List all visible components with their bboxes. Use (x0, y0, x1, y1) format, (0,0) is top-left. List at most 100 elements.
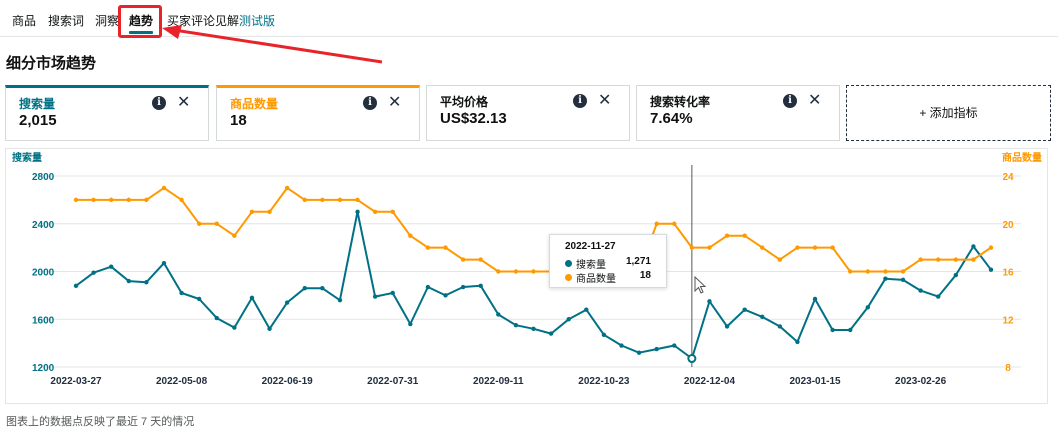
x-tick-label: 2022-03-27 (50, 376, 102, 387)
data-point (707, 245, 712, 250)
metric-card-product-count[interactable]: 商品数量 18 i ✕ (216, 85, 420, 141)
data-point (777, 257, 783, 262)
data-point (513, 269, 519, 274)
metric-card-average-price[interactable]: 平均价格 US$32.13 i ✕ (426, 85, 630, 141)
info-icon[interactable]: i (573, 94, 587, 108)
chart-tooltip: 2022-11-27 搜索量 1,271 商品数量 18 (549, 234, 667, 288)
tooltip-value: 1,271 (625, 256, 651, 267)
data-point (179, 197, 184, 203)
data-point (548, 331, 554, 336)
annotation-arrow (162, 25, 383, 64)
data-point (372, 209, 378, 215)
right-tick-label: 20 (1002, 220, 1014, 231)
add-metric-button[interactable]: + 添加指标 (846, 85, 1051, 141)
data-point (91, 270, 96, 275)
x-tick-label: 2023-02-26 (895, 376, 947, 387)
metric-label: 平均价格 (440, 95, 489, 109)
close-icon[interactable]: ✕ (598, 92, 612, 109)
data-point (73, 283, 79, 289)
data-point (196, 296, 202, 302)
info-icon[interactable]: i (363, 96, 377, 110)
data-point (179, 290, 184, 296)
data-point (214, 221, 219, 226)
data-point (531, 326, 536, 331)
close-icon[interactable]: ✕ (388, 94, 402, 111)
data-point (865, 305, 871, 310)
left-tick-label: 2400 (32, 220, 55, 231)
data-point (601, 332, 607, 337)
data-point (654, 346, 659, 352)
data-point (108, 264, 114, 269)
right-tick-label: 24 (1002, 172, 1014, 183)
metric-label: 商品数量 (230, 97, 279, 111)
close-icon[interactable]: ✕ (177, 94, 191, 111)
data-point (460, 284, 466, 290)
data-point (742, 307, 747, 312)
info-icon[interactable]: i (152, 96, 166, 110)
data-point (478, 283, 483, 289)
x-tick-label: 2023-01-15 (789, 376, 841, 387)
data-point (795, 245, 800, 250)
data-point (284, 185, 290, 191)
metric-card-search-conversion-rate[interactable]: 搜索转化率 7.64% i ✕ (636, 85, 840, 141)
left-axis-title: 搜索量 (12, 151, 42, 164)
data-point (408, 321, 413, 327)
right-tick-label: 16 (1002, 268, 1014, 279)
data-point (707, 299, 712, 304)
data-point (848, 327, 853, 333)
data-point (249, 295, 255, 300)
info-icon[interactable]: i (783, 94, 797, 108)
trend-chart: 1200 1600 2000 2400 2800 8 12 16 20 24 搜索量 商品数量 2022… (5, 148, 1048, 404)
data-point (196, 221, 202, 226)
data-point (267, 209, 272, 215)
data-point (971, 257, 976, 262)
data-point (267, 326, 272, 331)
data-point (513, 323, 519, 328)
tab-customer-review-insights[interactable]: 买家评论见解 (167, 14, 240, 28)
metric-label: 搜索量 (19, 97, 56, 111)
tab-products[interactable]: 商品 (12, 14, 37, 28)
data-point (777, 324, 783, 329)
tab-insights[interactable]: 洞察 (95, 14, 120, 28)
legend-dot (565, 260, 572, 267)
close-icon[interactable]: ✕ (808, 92, 822, 109)
left-tick-label: 2800 (32, 172, 55, 183)
data-point (953, 257, 959, 262)
data-point (654, 221, 659, 226)
left-tick-label: 1200 (32, 363, 55, 374)
data-point-hovered (687, 354, 697, 364)
tooltip-row-search: 搜索量 1,271 (565, 256, 661, 271)
metric-value: 7.64% (650, 110, 693, 127)
data-point (812, 296, 818, 302)
right-axis-title: 商品数量 (1002, 151, 1042, 164)
tab-trends[interactable]: 趋势 (129, 14, 154, 28)
mouse-pointer-icon (694, 276, 707, 294)
active-tab-indicator (129, 31, 153, 34)
data-point (724, 233, 730, 238)
data-point (425, 245, 431, 250)
data-point (971, 244, 976, 249)
data-point (232, 233, 237, 238)
page-title: 细分市场趋势 (6, 55, 97, 72)
data-point (460, 257, 466, 262)
data-point (742, 233, 747, 238)
metric-label: 搜索转化率 (650, 95, 711, 109)
data-point (390, 209, 395, 215)
data-point (161, 260, 167, 266)
data-point (478, 257, 483, 262)
data-point (496, 312, 501, 317)
data-point (408, 233, 413, 238)
data-point (865, 269, 871, 274)
data-point (249, 209, 255, 215)
data-point (232, 325, 237, 330)
chart-footnote: 图表上的数据点反映了最近 7 天的情况 (6, 416, 195, 428)
right-tick-label: 8 (1005, 363, 1011, 374)
data-point (144, 197, 149, 203)
metric-value: 18 (230, 112, 247, 129)
x-tick-label: 2022-12-04 (684, 376, 736, 387)
left-tick-label: 1600 (32, 315, 55, 326)
tab-search-terms[interactable]: 搜索词 (48, 14, 85, 28)
data-point (689, 245, 695, 250)
highlight-annotation-box (118, 5, 162, 38)
metric-card-search-volume[interactable]: 搜索量 2,015 i ✕ (5, 85, 209, 141)
